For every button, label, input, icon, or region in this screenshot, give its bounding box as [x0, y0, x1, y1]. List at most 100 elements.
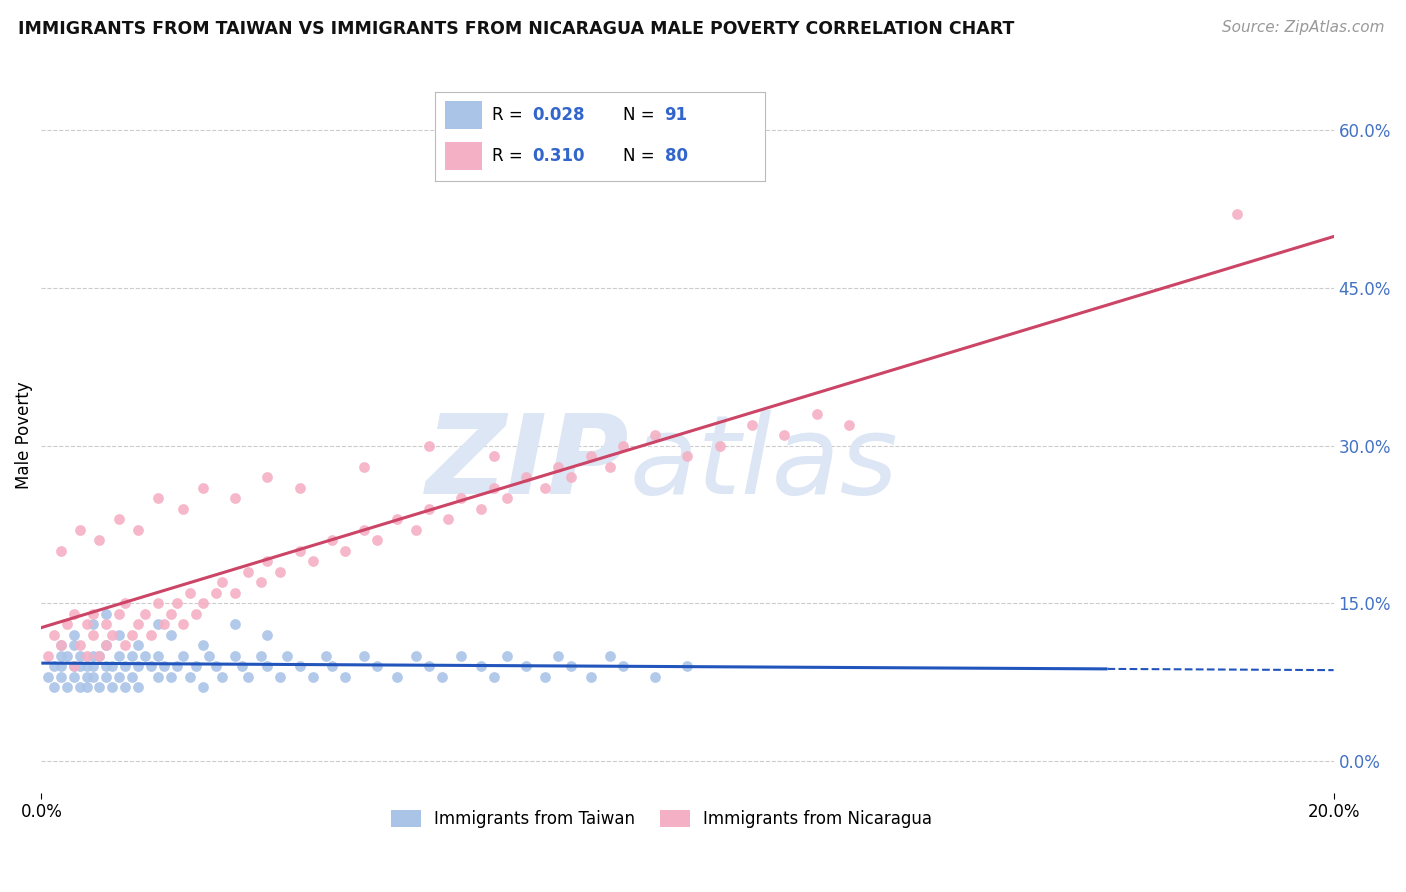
- Point: [49, 659, 72, 673]
- Point: [224, 617, 246, 632]
- Point: [108, 670, 131, 684]
- Point: [269, 565, 291, 579]
- Point: [644, 428, 666, 442]
- Point: [676, 659, 699, 673]
- Point: [76, 681, 98, 695]
- Point: [76, 659, 98, 673]
- Point: [418, 439, 440, 453]
- Point: [89, 648, 111, 663]
- Point: [49, 670, 72, 684]
- Point: [191, 596, 214, 610]
- Point: [101, 659, 124, 673]
- Point: [82, 648, 104, 663]
- Point: [236, 670, 259, 684]
- Point: [44, 628, 66, 642]
- Point: [806, 407, 828, 421]
- Point: [82, 607, 104, 621]
- Point: [385, 512, 408, 526]
- Point: [56, 681, 79, 695]
- Point: [560, 470, 582, 484]
- Point: [288, 659, 311, 673]
- Point: [353, 523, 375, 537]
- Point: [495, 648, 517, 663]
- Point: [82, 617, 104, 632]
- Point: [198, 648, 221, 663]
- Point: [405, 523, 427, 537]
- Point: [288, 481, 311, 495]
- Point: [146, 491, 169, 505]
- Point: [482, 449, 505, 463]
- Point: [127, 639, 149, 653]
- Point: [94, 639, 117, 653]
- Point: [146, 617, 169, 632]
- Point: [321, 533, 343, 548]
- Point: [101, 681, 124, 695]
- Point: [94, 607, 117, 621]
- Point: [599, 459, 621, 474]
- Point: [256, 659, 278, 673]
- Point: [599, 648, 621, 663]
- Point: [191, 639, 214, 653]
- Point: [288, 543, 311, 558]
- Point: [159, 607, 181, 621]
- Point: [89, 681, 111, 695]
- Point: [146, 670, 169, 684]
- Point: [321, 659, 343, 673]
- Point: [82, 670, 104, 684]
- Point: [191, 481, 214, 495]
- Point: [76, 617, 98, 632]
- Point: [159, 670, 181, 684]
- Point: [534, 481, 557, 495]
- Point: [353, 648, 375, 663]
- Point: [204, 586, 226, 600]
- Point: [560, 659, 582, 673]
- Point: [141, 628, 163, 642]
- Text: Source: ZipAtlas.com: Source: ZipAtlas.com: [1222, 20, 1385, 35]
- Point: [224, 491, 246, 505]
- Point: [37, 648, 59, 663]
- Point: [62, 639, 84, 653]
- Point: [62, 659, 84, 673]
- Point: [1226, 207, 1249, 221]
- Point: [547, 648, 569, 663]
- Point: [191, 681, 214, 695]
- Point: [741, 417, 763, 432]
- Point: [94, 659, 117, 673]
- Point: [69, 639, 91, 653]
- Point: [173, 501, 195, 516]
- Point: [173, 648, 195, 663]
- Point: [450, 491, 472, 505]
- Point: [44, 681, 66, 695]
- Point: [211, 670, 233, 684]
- Point: [153, 617, 176, 632]
- Point: [37, 670, 59, 684]
- Point: [62, 659, 84, 673]
- Point: [114, 596, 136, 610]
- Point: [153, 659, 176, 673]
- Point: [108, 512, 131, 526]
- Point: [94, 617, 117, 632]
- Point: [437, 512, 460, 526]
- Point: [89, 648, 111, 663]
- Point: [127, 681, 149, 695]
- Point: [418, 659, 440, 673]
- Point: [186, 607, 208, 621]
- Point: [166, 659, 188, 673]
- Point: [69, 523, 91, 537]
- Point: [82, 659, 104, 673]
- Point: [430, 670, 453, 684]
- Point: [121, 648, 143, 663]
- Point: [69, 659, 91, 673]
- Point: [838, 417, 860, 432]
- Point: [134, 607, 156, 621]
- Point: [127, 523, 149, 537]
- Point: [204, 659, 226, 673]
- Point: [141, 659, 163, 673]
- Point: [450, 648, 472, 663]
- Point: [127, 659, 149, 673]
- Point: [94, 639, 117, 653]
- Point: [69, 648, 91, 663]
- Point: [114, 659, 136, 673]
- Point: [579, 449, 602, 463]
- Point: [366, 533, 388, 548]
